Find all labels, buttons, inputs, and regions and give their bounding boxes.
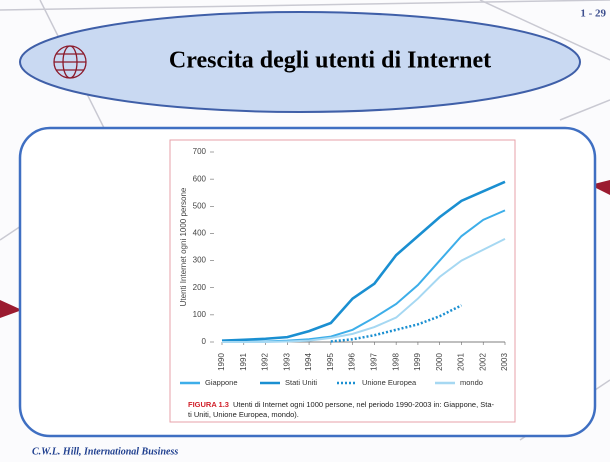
x-tick-label: 1990 bbox=[217, 353, 226, 371]
legend-label: Stati Uniti bbox=[285, 378, 317, 387]
caption-line: Utenti di Internet ogni 1000 persone, ne… bbox=[233, 400, 495, 409]
series-line bbox=[222, 237, 506, 343]
y-axis-label: Utenti Internet ogni 1000 persone bbox=[179, 187, 188, 306]
slide-title: Crescita degli utenti di Internet bbox=[169, 48, 491, 74]
x-tick-label: 2003 bbox=[500, 353, 509, 371]
x-tick-label: 1998 bbox=[391, 353, 400, 371]
x-tick-label: 1991 bbox=[239, 353, 248, 371]
legend-label: Unione Europea bbox=[362, 378, 417, 387]
y-tick-label: 0 bbox=[202, 337, 207, 346]
caption: FIGURA 1.3 Utenti di Internet ogni 1000 p… bbox=[188, 400, 495, 419]
globe-icon bbox=[53, 45, 87, 79]
x-tick-label: 2001 bbox=[457, 353, 466, 371]
x-tick-label: 1994 bbox=[304, 353, 313, 371]
title-ellipse bbox=[19, 11, 581, 113]
y-tick-label: 700 bbox=[193, 147, 207, 156]
caption-label: FIGURA 1.3 bbox=[188, 400, 229, 409]
caption-line: ti Uniti, Unione Europea, mondo). bbox=[188, 410, 299, 419]
x-tick-label: 1995 bbox=[326, 353, 335, 371]
x-tick-label: 1997 bbox=[369, 353, 378, 371]
series-line bbox=[221, 180, 506, 342]
y-tick-label: 200 bbox=[193, 283, 207, 292]
x-tick-label: 1992 bbox=[261, 353, 270, 371]
x-tick-label: 1993 bbox=[282, 353, 291, 371]
y-tick-label: 400 bbox=[193, 229, 207, 238]
footer: C.W.L. Hill, International Business bbox=[32, 446, 178, 457]
series-line bbox=[330, 304, 463, 343]
y-tick-label: 500 bbox=[193, 201, 207, 210]
legend-label: Giappone bbox=[205, 378, 238, 387]
x-tick-label: 1996 bbox=[348, 353, 357, 371]
x-tick-label: 2002 bbox=[478, 353, 487, 371]
x-tick-label: 2000 bbox=[435, 353, 444, 371]
legend-label: mondo bbox=[460, 378, 483, 387]
x-tick-label: 1999 bbox=[413, 353, 422, 371]
y-tick-label: 100 bbox=[193, 310, 207, 319]
decor-shape bbox=[0, 300, 22, 318]
y-tick-label: 600 bbox=[193, 174, 207, 183]
figure-frame bbox=[169, 139, 516, 423]
slide-number: 1 - 29 bbox=[580, 8, 606, 20]
y-tick-label: 300 bbox=[193, 256, 207, 265]
